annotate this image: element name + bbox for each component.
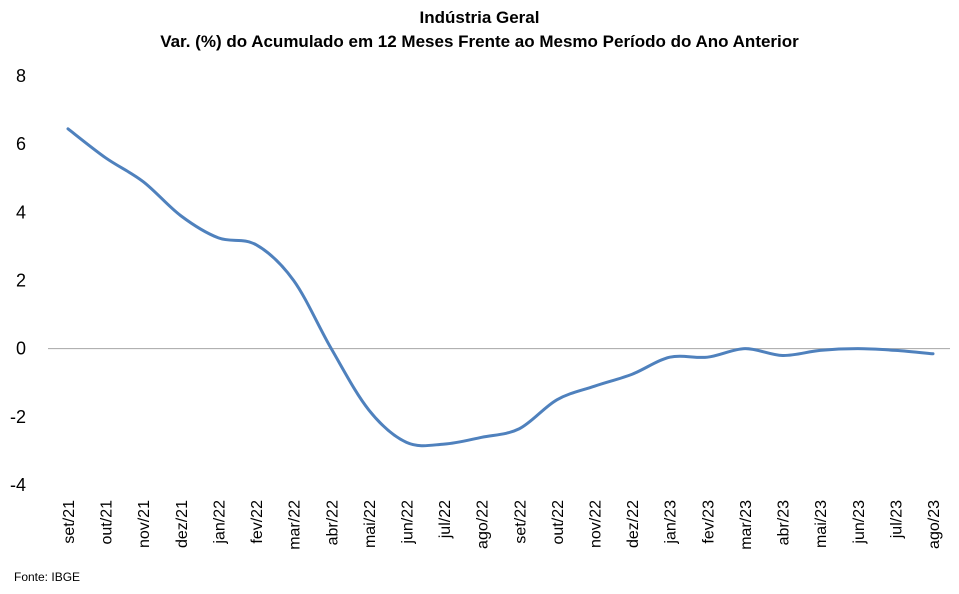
x-tick-label: mai/22 xyxy=(362,500,379,548)
x-tick-label: mar/22 xyxy=(287,500,304,550)
x-tick-label: jul/22 xyxy=(437,500,454,539)
data-point xyxy=(104,156,107,159)
data-point xyxy=(217,236,220,239)
series-line xyxy=(66,127,935,448)
x-tick-label: jan/22 xyxy=(211,500,228,545)
x-tick-label: set/22 xyxy=(512,500,529,544)
data-point xyxy=(668,356,671,359)
x-tick-label: out/22 xyxy=(550,500,567,545)
axis-layer: 8 6 4 2 0 -2 -4 set/21 out/21 nov/21 dez/21 jan/22 f… xyxy=(10,66,950,550)
data-point xyxy=(781,354,784,357)
source-note: Fonte: IBGE xyxy=(14,570,81,584)
x-tick-label: ago/23 xyxy=(926,500,943,549)
y-tick-label: -2 xyxy=(10,407,26,427)
x-tick-label: jun/22 xyxy=(399,500,416,545)
x-tick-label: abr/23 xyxy=(776,500,793,545)
data-point xyxy=(518,427,521,430)
data-point xyxy=(292,279,295,282)
x-tick-label: abr/22 xyxy=(324,500,341,545)
data-point xyxy=(706,356,709,359)
y-tick-label: 4 xyxy=(16,202,26,222)
chart-title-block: Indústria Geral Var. (%) do Acumulado em… xyxy=(0,6,959,54)
y-tick-label: 2 xyxy=(16,271,26,291)
x-tick-label: dez/22 xyxy=(625,500,642,548)
x-tick-label: fev/22 xyxy=(249,500,266,544)
x-tick-label: jan/23 xyxy=(663,500,680,545)
data-point xyxy=(330,347,333,350)
y-tick-label: -4 xyxy=(10,475,26,495)
x-tick-label: jun/23 xyxy=(851,500,868,545)
data-point xyxy=(555,398,558,401)
x-tick-label: dez/21 xyxy=(174,500,191,548)
y-tick-label: 0 xyxy=(16,339,26,359)
x-tick-label: set/21 xyxy=(61,500,78,544)
x-tick-label: nov/21 xyxy=(136,500,153,548)
data-point xyxy=(67,127,70,130)
chart-subtitle: Var. (%) do Acumulado em 12 Meses Frente… xyxy=(160,32,799,51)
data-point xyxy=(743,347,746,350)
x-tick-label: jul/23 xyxy=(888,500,905,539)
data-point xyxy=(480,436,483,439)
data-point xyxy=(443,443,446,446)
data-point xyxy=(405,441,408,444)
x-tick-label: mai/23 xyxy=(813,500,830,548)
data-point xyxy=(894,349,897,352)
series-layer xyxy=(66,127,935,448)
y-tick-label: 8 xyxy=(16,66,26,86)
data-point xyxy=(856,347,859,350)
data-point xyxy=(142,180,145,183)
data-point xyxy=(255,243,258,246)
x-tick-label: nov/22 xyxy=(588,500,605,548)
data-point xyxy=(593,385,596,388)
data-point xyxy=(819,349,822,352)
x-tick-label: out/21 xyxy=(99,500,116,545)
chart-title: Indústria Geral xyxy=(419,8,540,27)
data-point xyxy=(179,214,182,217)
data-point xyxy=(932,352,935,355)
data-point xyxy=(367,409,370,412)
data-point xyxy=(631,373,634,376)
y-tick-label: 6 xyxy=(16,134,26,154)
x-tick-label: fev/23 xyxy=(700,500,717,544)
x-tick-label: mar/23 xyxy=(738,500,755,550)
x-tick-label: ago/22 xyxy=(475,500,492,549)
